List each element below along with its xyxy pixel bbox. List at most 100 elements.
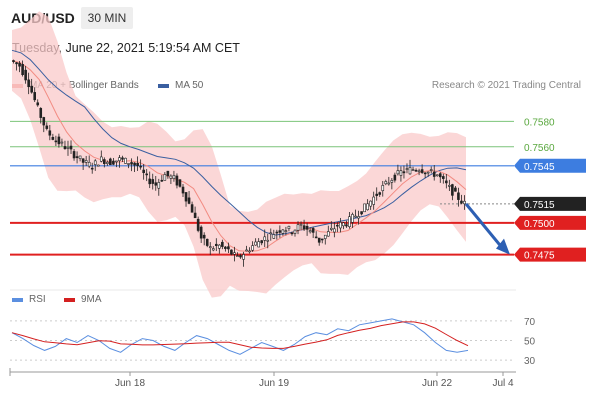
x-tick-label-Jun 19: Jun 19 [259, 378, 289, 389]
ma50-swatch [158, 83, 169, 88]
candle-body [66, 146, 70, 149]
candle-body [84, 160, 88, 163]
price-tag-text-0.7545: 0.7545 [524, 162, 555, 173]
candle-body [33, 92, 37, 101]
candle-body [311, 228, 315, 233]
candle-body [423, 172, 427, 175]
candle-body [48, 130, 52, 136]
candle-body [78, 155, 82, 159]
candle-body [215, 243, 218, 246]
candle-body [96, 164, 100, 167]
candle-body [103, 159, 106, 165]
candle-body [432, 171, 436, 177]
price-tag-0.7475 [514, 247, 586, 262]
candle-body [109, 158, 112, 166]
candle-body [230, 249, 233, 255]
candle-body [99, 156, 103, 162]
candle-body [357, 216, 360, 219]
candle-body [251, 245, 254, 251]
candle-body [130, 162, 133, 165]
candle-body [227, 246, 230, 250]
candle-body [333, 228, 336, 233]
candle-body [142, 169, 145, 174]
candle-body [263, 236, 267, 241]
price-tag-0.7500 [514, 215, 586, 230]
candle-body [330, 227, 333, 230]
report-datetime: Tuesday, June 22, 2021 5:19:54 AM CET [12, 41, 240, 55]
candle-body [157, 182, 161, 189]
candle-body [375, 193, 379, 196]
chart-header: AUD/USD 30 MIN [0, 0, 590, 40]
candle-body [393, 174, 397, 181]
candle-body [305, 225, 309, 230]
candle-body [366, 203, 369, 211]
candle-body [278, 230, 282, 233]
candle-body [81, 158, 85, 163]
candle-body [308, 230, 312, 233]
candle-body [118, 157, 121, 161]
candle-body [457, 192, 460, 200]
candle-body [124, 157, 127, 164]
candle-body [405, 168, 409, 170]
timeframe-badge[interactable]: 30 MIN [81, 7, 133, 29]
candle-body [75, 156, 79, 159]
candle-body [414, 169, 418, 172]
rsi-9ma-line [11, 321, 469, 349]
candle-body [163, 174, 167, 181]
price-tag-text-0.7500: 0.7500 [524, 219, 555, 230]
candle-body [151, 179, 155, 184]
candle-body [115, 160, 118, 163]
ma9-swatch [64, 297, 75, 302]
candle-body [266, 239, 270, 242]
candle-body [417, 170, 421, 173]
candle-body [106, 161, 109, 164]
candle-body [354, 215, 357, 218]
price-tag-text-0.7475: 0.7475 [524, 251, 555, 262]
candle-body [136, 162, 139, 167]
price-tag-0.7545 [514, 158, 586, 173]
candle-body [296, 224, 300, 231]
candle-body [172, 175, 176, 179]
candle-body [281, 229, 285, 234]
candle-body [336, 224, 339, 227]
candle-body [45, 125, 49, 129]
ma50-label: MA 50 [175, 80, 204, 91]
candle-body [87, 161, 91, 167]
candle-body [242, 254, 245, 260]
candle-body [239, 255, 242, 258]
level-label-0.7580: 0.7580 [524, 117, 555, 128]
projection-arrow-shaft [464, 202, 504, 249]
candle-body [441, 176, 445, 179]
candle-body [411, 169, 415, 171]
candle-body [221, 241, 224, 247]
candle-body [420, 169, 424, 173]
candle-body [15, 62, 18, 65]
candle-body [63, 146, 67, 150]
rsi-swatch [12, 297, 23, 302]
candle-body [429, 169, 433, 171]
candle-body [387, 182, 391, 185]
candle-body [345, 224, 348, 227]
rsi-tick-30: 30 [524, 356, 536, 367]
candle-body [133, 162, 136, 166]
candle-body [211, 248, 215, 251]
candle-body [193, 212, 197, 219]
candle-body [435, 174, 439, 177]
candle-body [54, 140, 58, 143]
candle-body [284, 230, 288, 232]
level-label-0.7560: 0.7560 [524, 143, 555, 154]
candle-body [257, 241, 260, 248]
candle-body [51, 136, 55, 140]
candle-body [60, 141, 64, 144]
candle-body [384, 181, 388, 185]
candle-body [90, 167, 94, 170]
candle-body [299, 223, 303, 226]
candle-body [139, 165, 142, 168]
candle-body [169, 175, 173, 179]
x-tick-label-Jun 22: Jun 22 [422, 378, 452, 389]
candle-body [360, 211, 363, 215]
candle-body [236, 255, 239, 257]
candle-body [30, 85, 33, 93]
x-tick-label-Jun 18: Jun 18 [115, 378, 145, 389]
